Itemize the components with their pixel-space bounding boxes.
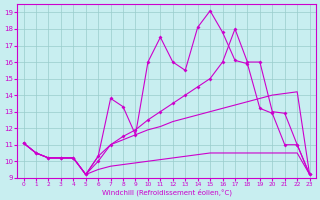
X-axis label: Windchill (Refroidissement éolien,°C): Windchill (Refroidissement éolien,°C) bbox=[101, 188, 232, 196]
